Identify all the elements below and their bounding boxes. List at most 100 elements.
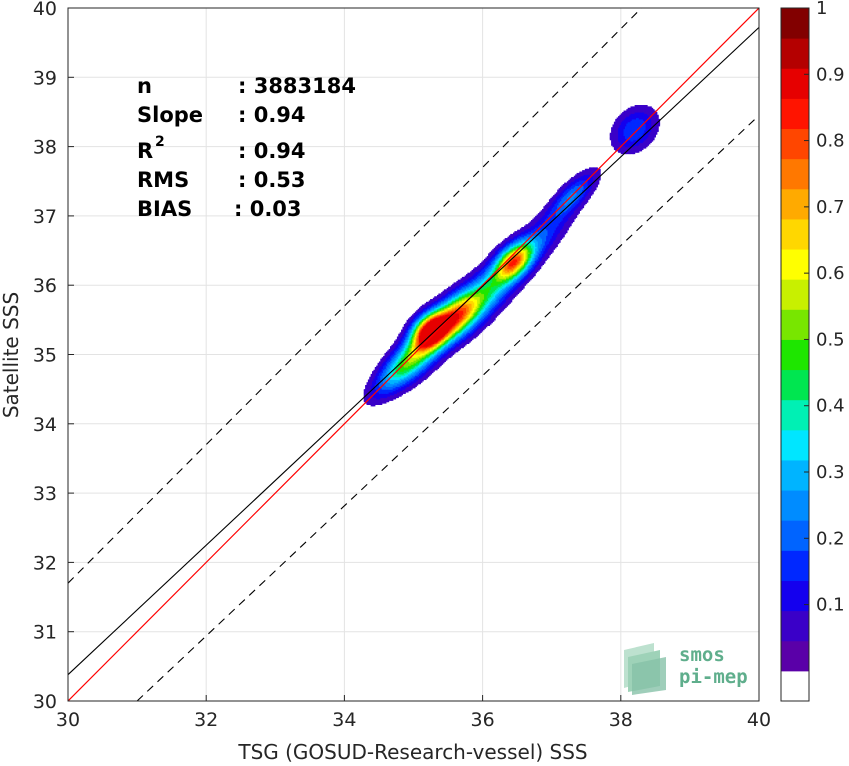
density-cell: [459, 310, 462, 313]
density-cell: [425, 361, 428, 364]
density-cell: [463, 281, 466, 284]
density-cell: [372, 371, 375, 374]
density-cell: [508, 274, 511, 277]
density-cell: [399, 360, 402, 363]
density-cell: [466, 330, 468, 333]
density-cell: [454, 317, 457, 320]
density-cell: [419, 325, 422, 328]
density-cell: [428, 319, 431, 322]
density-cell: [510, 297, 513, 300]
density-cell: [482, 324, 485, 326]
density-cell: [392, 360, 395, 363]
density-cell: [406, 378, 409, 381]
density-cell: [430, 342, 433, 345]
density-cell: [435, 337, 438, 340]
density-cell: [398, 340, 401, 343]
density-cell: [457, 290, 460, 293]
density-cell: [478, 314, 481, 317]
density-cell: [495, 282, 498, 285]
density-cell: [488, 310, 491, 313]
density-cell: [475, 276, 478, 279]
density-cell: [407, 329, 410, 332]
density-cell: [508, 287, 511, 290]
density-cell: [399, 340, 402, 343]
density-cell: [449, 294, 452, 297]
density-cell: [399, 355, 402, 358]
density-cell: [376, 397, 379, 400]
density-cell: [406, 384, 409, 387]
density-cell: [423, 347, 426, 350]
density-cell: [424, 348, 427, 351]
density-cell: [367, 400, 370, 403]
density-cell: [479, 274, 482, 277]
density-cell: [510, 251, 513, 254]
density-cell: [416, 357, 419, 360]
density-cell: [506, 294, 509, 297]
density-cell: [431, 315, 434, 318]
density-cell: [489, 312, 492, 315]
density-cell: [431, 307, 434, 310]
density-cell: [492, 282, 495, 285]
density-cell: [432, 368, 435, 371]
density-cell: [434, 353, 437, 356]
density-cell: [488, 285, 491, 288]
density-cell: [377, 396, 380, 399]
density-cell: [495, 304, 498, 307]
density-cell: [401, 357, 404, 360]
density-cell: [493, 299, 496, 302]
density-cell: [399, 350, 402, 353]
density-cell: [399, 342, 402, 345]
density-cell: [432, 299, 435, 302]
density-cell: [431, 322, 434, 325]
density-cell: [511, 286, 514, 289]
density-cell: [464, 329, 467, 332]
density-cell: [445, 315, 448, 318]
density-cell: [474, 276, 477, 279]
density-cell: [438, 335, 441, 338]
density-cell: [438, 340, 441, 343]
density-cell: [477, 318, 480, 321]
density-cell: [380, 366, 383, 369]
density-cell: [398, 379, 401, 382]
density-cell: [456, 285, 459, 288]
density-cell: [438, 347, 441, 350]
density-cell: [452, 328, 455, 331]
density-cell: [506, 272, 509, 275]
density-cell: [449, 319, 452, 322]
density-cell: [401, 382, 404, 385]
density-cell: [384, 362, 387, 365]
density-cell: [424, 310, 427, 313]
density-cell: [474, 296, 477, 299]
density-cell: [424, 353, 427, 356]
density-cell: [413, 350, 416, 353]
density-cell: [413, 361, 416, 364]
density-cell: [405, 326, 408, 329]
density-cell: [449, 287, 452, 290]
density-cell: [430, 369, 433, 372]
density-cell: [384, 371, 387, 374]
density-cell: [510, 296, 513, 299]
density-cell: [417, 380, 420, 383]
density-cell: [428, 329, 431, 332]
density-cell: [413, 330, 416, 333]
density-cell: [495, 253, 498, 256]
density-cell: [478, 289, 481, 292]
density-cell: [457, 314, 460, 317]
density-cell: [412, 329, 415, 332]
density-cell: [497, 304, 500, 307]
density-cell: [388, 362, 391, 365]
density-cell: [457, 281, 460, 284]
density-cell: [493, 294, 496, 297]
density-cell: [489, 299, 492, 302]
density-cell: [443, 342, 446, 345]
density-cell: [493, 317, 496, 320]
density-cell: [459, 335, 462, 338]
density-cell: [377, 383, 380, 386]
density-cell: [501, 287, 504, 290]
density-cell: [434, 348, 437, 351]
density-cell: [439, 301, 442, 304]
density-cell: [421, 360, 424, 363]
density-cell: [499, 285, 502, 288]
density-cell: [434, 360, 437, 363]
density-cell: [423, 337, 426, 340]
